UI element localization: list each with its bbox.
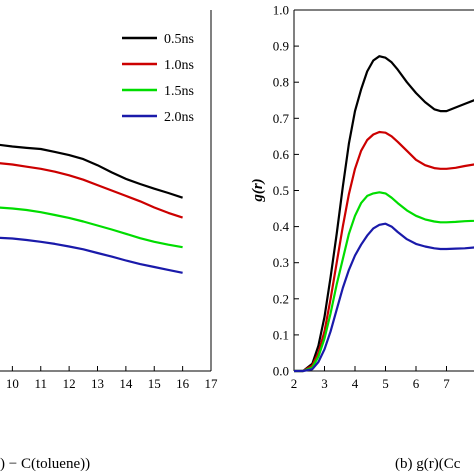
x-tick-label-a: 14 <box>119 376 133 391</box>
y-tick-label-b: 1.0 <box>273 3 289 18</box>
legend-label-2-0ns: 2.0ns <box>164 110 194 125</box>
x-tick-label-b: 6 <box>413 376 420 391</box>
y-tick-label-b: 0.5 <box>273 183 289 198</box>
caption-a: ) − C(toluene)) <box>0 456 90 472</box>
legend-label-0-5ns: 0.5ns <box>164 32 194 47</box>
x-tick-label-b: 7 <box>443 376 450 391</box>
y-tick-label-b: 0.3 <box>273 255 289 270</box>
series-line-a-1-5ns <box>0 206 183 249</box>
x-tick-label-b: 4 <box>352 376 359 391</box>
y-tick-label-b: 0.4 <box>273 219 290 234</box>
panel-a-chart: 10 11 12 13 14 15 16 17 0.5ns 1.0ns 1.5ns 2.0ns ) − … <box>0 10 218 472</box>
y-tick-label-b: 0.2 <box>273 291 289 306</box>
x-tick-label-b: 3 <box>321 376 328 391</box>
x-tick-label-a: 11 <box>34 376 47 391</box>
caption-b: (b) g(r)(Cc <box>395 456 461 472</box>
legend-label-1-5ns: 1.5ns <box>164 84 194 99</box>
x-tick-label-b: 5 <box>382 376 389 391</box>
y-tick-label-b: 0.7 <box>273 111 290 126</box>
x-tick-label-a: 13 <box>91 376 104 391</box>
y-axis-label-b: g(r) <box>250 178 266 202</box>
series-line-b-1-0ns <box>294 130 474 373</box>
x-tick-label-a: 16 <box>176 376 190 391</box>
y-tick-label-b: 0.9 <box>273 39 289 54</box>
series-line-b-1-5ns <box>294 191 474 373</box>
x-tick-label-b: 2 <box>291 376 298 391</box>
series-line-b-0-5ns <box>294 55 474 373</box>
series-line-b-2-0ns <box>294 222 474 373</box>
x-tick-label-a: 10 <box>6 376 19 391</box>
series-line-a-1-0ns <box>0 162 183 219</box>
x-tick-label-a: 15 <box>148 376 161 391</box>
y-tick-label-b: 0.6 <box>273 147 290 162</box>
x-tick-label-a: 12 <box>63 376 76 391</box>
panel-b-chart: 0.00.10.20.30.40.50.60.70.80.91.02345678… <box>250 3 474 472</box>
y-tick-label-b: 0.0 <box>273 364 289 379</box>
legend-label-1-0ns: 1.0ns <box>164 58 194 73</box>
series-line-a-2-0ns <box>0 236 183 274</box>
x-tick-label-a: 17 <box>205 376 219 391</box>
y-tick-label-b: 0.8 <box>273 75 289 90</box>
series-line-a-0-5ns <box>0 143 183 199</box>
y-tick-label-b: 0.1 <box>273 327 289 342</box>
